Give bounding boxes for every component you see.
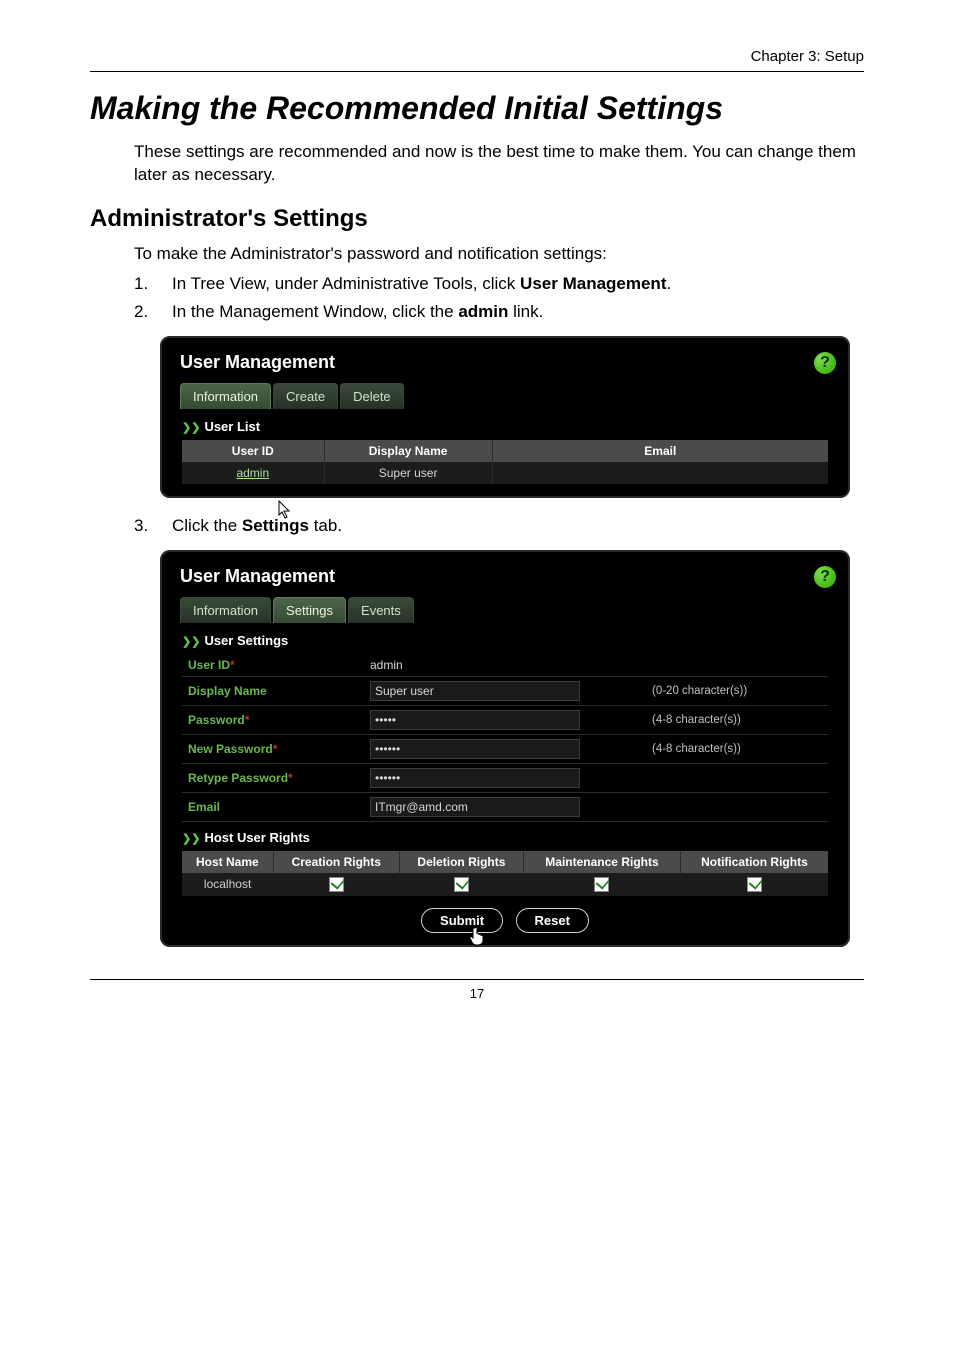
step-1-prefix: In Tree View, under Administrative Tools… (172, 274, 520, 293)
step-list: 1. In Tree View, under Administrative To… (134, 274, 864, 322)
tab-bar: Information Create Delete (180, 383, 836, 409)
main-heading: Making the Recommended Initial Settings (90, 90, 864, 127)
retype-password-label: Retype Password* (182, 763, 364, 792)
col-host-name: Host Name (182, 851, 273, 873)
step-1-text: In Tree View, under Administrative Tools… (172, 274, 864, 294)
step-1-bold: User Management (520, 274, 666, 293)
chevron-down-icon: ❯❯ (182, 421, 200, 434)
lead-text: To make the Administrator's password and… (134, 243, 864, 266)
step-3-prefix: Click the (172, 516, 242, 535)
email-label: Email (182, 792, 364, 821)
step-3-number: 3. (134, 516, 152, 536)
tab-bar: Information Settings Events (180, 597, 836, 623)
cell-email (492, 462, 828, 484)
deletion-rights-checkbox[interactable] (454, 877, 469, 892)
panel-title: User Management (180, 352, 836, 373)
step-3: 3. Click the Settings tab. (134, 516, 864, 536)
tab-information[interactable]: Information (180, 383, 271, 409)
col-notification-rights: Notification Rights (680, 851, 828, 873)
tab-delete[interactable]: Delete (340, 383, 404, 409)
admin-link[interactable]: admin (236, 466, 269, 480)
col-user-id: User ID (182, 440, 324, 462)
col-email: Email (492, 440, 828, 462)
user-settings-label: User Settings (204, 633, 288, 648)
tab-events[interactable]: Events (348, 597, 414, 623)
display-name-field[interactable] (370, 681, 580, 701)
user-id-label: User ID* (182, 654, 364, 677)
password-label: Password* (182, 705, 364, 734)
maintenance-rights-checkbox[interactable] (594, 877, 609, 892)
step-3-bold: Settings (242, 516, 309, 535)
user-id-value: admin (364, 654, 646, 677)
step-2-prefix: In the Management Window, click the (172, 302, 458, 321)
user-management-settings-screenshot: ? User Management Information Settings E… (160, 550, 850, 947)
step-list-2: 3. Click the Settings tab. (134, 516, 864, 536)
retype-password-hint (646, 763, 828, 792)
chevron-down-icon: ❯❯ (182, 635, 200, 648)
step-2-text: In the Management Window, click the admi… (172, 302, 864, 322)
email-field[interactable] (370, 797, 580, 817)
chevron-down-icon: ❯❯ (182, 832, 200, 845)
display-name-label: Display Name (182, 676, 364, 705)
col-creation-rights: Creation Rights (273, 851, 399, 873)
user-settings-form: User ID* admin Display Name (0-20 charac… (182, 654, 828, 822)
required-asterisk: * (245, 713, 250, 727)
step-2: 2. In the Management Window, click the a… (134, 302, 864, 322)
host-user-rights-label: Host User Rights (204, 830, 309, 845)
user-id-hint (646, 654, 828, 677)
display-name-hint: (0-20 character(s)) (646, 676, 828, 705)
step-1-suffix: . (666, 274, 671, 293)
help-icon[interactable]: ? (814, 566, 836, 588)
user-list-header: ❯❯ User List (182, 419, 836, 434)
col-maintenance-rights: Maintenance Rights (524, 851, 681, 873)
top-rule (90, 71, 864, 72)
bottom-rule (90, 979, 864, 980)
retype-password-field[interactable] (370, 768, 580, 788)
sub-heading: Administrator's Settings (90, 205, 864, 233)
cell-display-name: Super user (324, 462, 492, 484)
email-hint (646, 792, 828, 821)
required-asterisk: * (273, 742, 278, 756)
page-number: 17 (90, 986, 864, 1001)
user-list-label: User List (204, 419, 260, 434)
password-hint: (4-8 character(s)) (646, 705, 828, 734)
table-row: admin Super user (182, 462, 828, 484)
step-3-suffix: tab. (309, 516, 342, 535)
tab-information[interactable]: Information (180, 597, 271, 623)
host-rights-table: Host Name Creation Rights Deletion Right… (182, 851, 828, 896)
tab-settings[interactable]: Settings (273, 597, 346, 623)
creation-rights-checkbox[interactable] (329, 877, 344, 892)
step-1: 1. In Tree View, under Administrative To… (134, 274, 864, 294)
step-2-suffix: link. (508, 302, 543, 321)
intro-paragraph: These settings are recommended and now i… (134, 141, 864, 187)
submit-button[interactable]: Submit (421, 908, 503, 933)
step-2-number: 2. (134, 302, 152, 322)
user-management-list-screenshot: ? User Management Information Create Del… (160, 336, 850, 498)
chapter-header: Chapter 3: Setup (90, 48, 864, 65)
reset-button[interactable]: Reset (516, 908, 589, 933)
notification-rights-checkbox[interactable] (747, 877, 762, 892)
step-2-bold: admin (458, 302, 508, 321)
required-asterisk: * (288, 771, 293, 785)
step-1-number: 1. (134, 274, 152, 294)
col-deletion-rights: Deletion Rights (399, 851, 523, 873)
panel-title: User Management (180, 566, 836, 587)
host-user-rights-header: ❯❯ Host User Rights (182, 830, 836, 845)
new-password-hint: (4-8 character(s)) (646, 734, 828, 763)
col-display-name: Display Name (324, 440, 492, 462)
table-row: localhost (182, 873, 828, 896)
user-list-table: User ID Display Name Email admin Super u… (182, 440, 828, 484)
password-field[interactable] (370, 710, 580, 730)
new-password-field[interactable] (370, 739, 580, 759)
tab-create[interactable]: Create (273, 383, 338, 409)
help-icon[interactable]: ? (814, 352, 836, 374)
user-settings-header: ❯❯ User Settings (182, 633, 836, 648)
cell-host-name: localhost (182, 873, 273, 896)
page: Chapter 3: Setup Making the Recommended … (0, 0, 954, 1352)
required-asterisk: * (230, 658, 235, 672)
new-password-label: New Password* (182, 734, 364, 763)
step-3-text: Click the Settings tab. (172, 516, 864, 536)
button-row: Submit Reset (174, 908, 836, 933)
